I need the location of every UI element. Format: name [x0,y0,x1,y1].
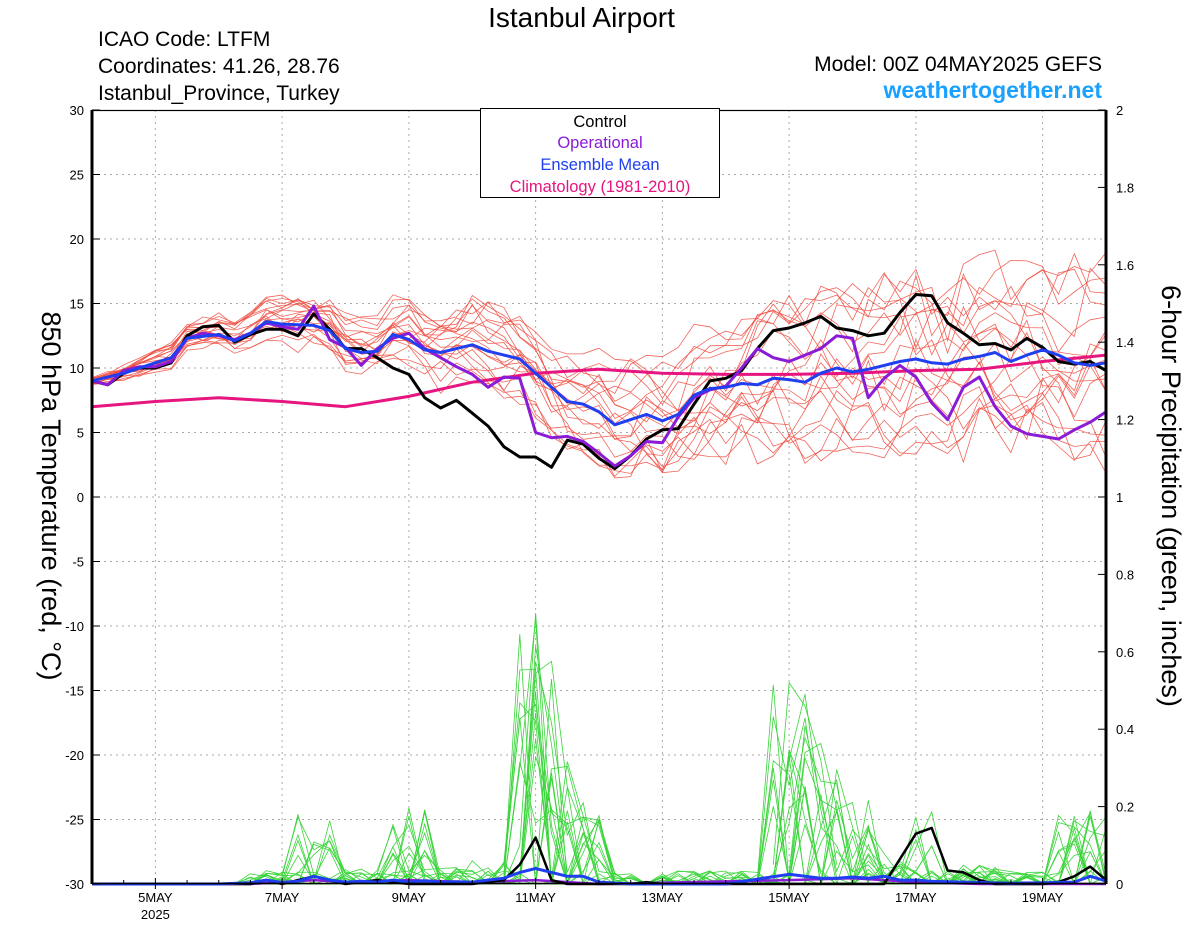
right-tick-label: 1.8 [1116,180,1134,195]
right-tick-label: 0.2 [1116,800,1134,815]
temperature-member-line [91,294,1107,473]
right-tick-label: 0.6 [1116,645,1134,660]
temperature-member-line [91,336,1107,455]
ensemble-mean-temperature-line [91,320,1107,427]
right-tick-label: 0 [1116,877,1123,892]
x-tick-label: 19MAY [1022,890,1064,905]
x-tick-label: 13MAY [642,890,684,905]
coordinates: Coordinates: 41.26, 28.76 [98,55,340,78]
left-tick-label: -15 [65,684,84,699]
left-tick-label: -30 [65,877,84,892]
plot-frame [91,109,1107,885]
legend-entry-ensemble-mean: Ensemble Mean [540,156,659,174]
website-link[interactable]: weathertogether.net [883,77,1102,103]
left-tick-label: -20 [65,748,84,763]
right-tick-label: 0.4 [1116,722,1134,737]
x-tick-label: 17MAY [895,890,937,905]
precip-member-line [92,660,1107,885]
right-axis-label: 6-hour Precipitation (green, inches) [1156,285,1186,707]
precip-member-line [92,787,1106,885]
icao-code: ICAO Code: LTFM [98,28,271,51]
precip-member-line [92,661,1107,886]
precip-member-line [92,691,1107,886]
temperature-member-line [91,325,1107,478]
chart-title: Istanbul Airport [488,2,675,33]
right-tick-label: 1.2 [1116,413,1134,428]
model-run: Model: 00Z 04MAY2025 GEFS [814,53,1102,76]
left-tick-label: 10 [70,361,84,376]
x-tick-label: 7MAY [265,890,300,905]
precip-member-line [92,634,1106,886]
x-tick-label: 5MAY [138,890,173,905]
left-tick-label: 5 [77,426,84,441]
left-tick-label: -25 [65,813,84,828]
left-axis-label: 850 hPa Temperature (red, °C) [36,312,66,681]
precip-member-line [92,702,1107,885]
temperature-member-line [91,280,1107,418]
precip-member-line [92,668,1107,885]
temperature-member-line [91,259,1107,474]
location: Istanbul_Province, Turkey [98,82,340,105]
right-tick-label: 1.6 [1116,258,1134,273]
x-tick-sublabel: 2025 [141,907,170,922]
right-tick-label: 1.4 [1116,335,1134,350]
precip-member-line [92,703,1107,885]
temperature-member-line [91,315,1107,471]
legend-box [480,108,720,198]
left-tick-label: -10 [65,619,84,634]
right-tick-label: 2 [1116,103,1123,118]
right-axis-ticks: 2 1.8 1.6 1.4 1.2 1 0.8 0.6 0.4 0.2 0 [1098,103,1134,892]
left-axis-ticks: 30 25 20 15 10 5 0 -5 -10 -15 -20 -25 -30 [65,103,100,892]
right-tick-label: 1 [1116,490,1123,505]
left-tick-label: 0 [77,490,84,505]
left-tick-label: -5 [72,555,84,570]
left-tick-label: 15 [70,297,84,312]
x-tick-label: 15MAY [768,890,810,905]
legend-entry-operational: Operational [557,134,642,152]
precip-member-line [503,613,568,885]
temperature-member-line [91,333,1107,479]
ensemble-members [91,249,1107,886]
legend-entry-climatology: Climatology (1981-2010) [510,178,691,196]
precip-member-line [772,681,838,865]
temperature-member-line [91,252,1107,437]
climatology-line [91,353,1107,409]
left-tick-label: 30 [70,103,84,118]
precip-member-line [92,716,1107,886]
legend: Control Operational Ensemble Mean Climat… [480,108,720,198]
gridlines [92,110,1106,884]
x-tick-label: 9MAY [392,890,427,905]
precip-member-line [92,618,1107,886]
precip-member-line [92,738,1107,885]
ensemble-mean-precip-line [92,867,1107,886]
temperature-member-line [91,300,1107,412]
left-tick-label: 25 [70,168,84,183]
left-tick-label: 20 [70,232,84,247]
right-tick-label: 0.8 [1116,567,1134,582]
legend-entry-control: Control [573,113,626,131]
precip-member-line [92,742,1107,886]
temperature-member-line [91,249,1107,417]
control-temperature-line [91,293,1107,471]
x-axis-ticks: 5MAY 2025 7MAY 9MAY 11MAY 13MAY 15MAY 17MAY 19MA… [123,878,1075,922]
precip-member-line [92,684,1107,885]
x-tick-label: 11MAY [515,890,556,905]
